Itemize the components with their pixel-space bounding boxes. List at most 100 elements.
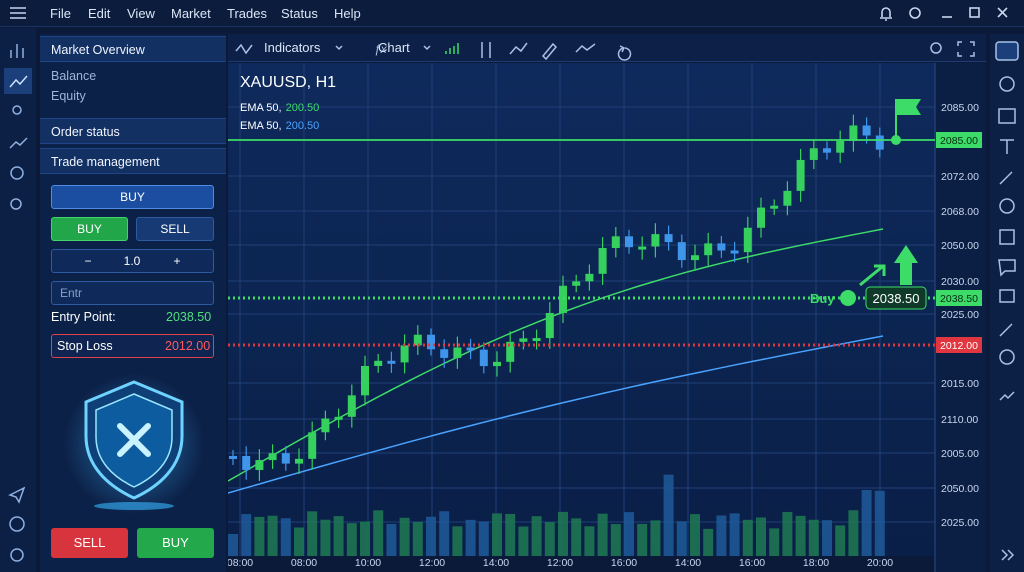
gear-icon[interactable] xyxy=(10,166,24,180)
volume-bar xyxy=(624,512,634,556)
candle-body xyxy=(532,338,541,342)
volume-bar xyxy=(756,517,766,556)
candle-body xyxy=(427,334,435,350)
increase-button[interactable]: + xyxy=(173,254,181,268)
chart-settings-icon[interactable] xyxy=(930,42,942,54)
candle-body xyxy=(361,365,369,396)
settings-icon[interactable] xyxy=(909,7,921,19)
bell-icon[interactable] xyxy=(880,7,892,21)
help-icon[interactable] xyxy=(9,516,25,532)
candle-body xyxy=(862,125,871,136)
list-icon[interactable] xyxy=(995,41,1019,61)
menu-item[interactable]: Trades xyxy=(227,6,267,21)
cancel-icon[interactable] xyxy=(999,198,1015,214)
rect-icon[interactable] xyxy=(999,229,1015,245)
candle-icon[interactable] xyxy=(481,42,491,58)
entry-tag xyxy=(936,290,982,306)
price-label: 2015.00 xyxy=(941,378,979,390)
price-label: 2085.00 xyxy=(941,102,979,114)
buy-toggle[interactable]: BUY xyxy=(51,217,128,241)
menu-item[interactable]: Status xyxy=(281,6,318,21)
undo-icon[interactable] xyxy=(617,45,632,61)
menu-item[interactable]: Market xyxy=(171,6,211,21)
entry-select[interactable]: Entr xyxy=(51,281,214,305)
user-icon[interactable] xyxy=(12,105,22,115)
fullscreen-icon[interactable] xyxy=(957,41,975,57)
time-label: 14:00 xyxy=(675,557,701,569)
buy-button[interactable]: BUY xyxy=(137,528,214,558)
volume-bar xyxy=(571,518,582,556)
sell-toggle[interactable]: SELL xyxy=(136,217,214,241)
indicators-menu[interactable]: Indicators xyxy=(264,40,321,55)
volume-bar xyxy=(373,510,384,556)
trade-management-header[interactable]: Trade management xyxy=(40,148,226,174)
volume-bar xyxy=(690,514,700,556)
settings-bottom-icon[interactable] xyxy=(10,548,24,562)
candle-body xyxy=(691,255,699,261)
candle-body xyxy=(823,148,831,153)
chart-icon[interactable] xyxy=(9,137,28,149)
send-icon[interactable] xyxy=(8,486,26,504)
candle-body xyxy=(809,148,818,160)
price-label: 2030.00 xyxy=(941,276,979,288)
trend-tool-icon[interactable] xyxy=(575,43,596,53)
price-label: 2025.00 xyxy=(941,517,979,529)
collapse-icon[interactable] xyxy=(1001,549,1015,561)
right-icon-bar xyxy=(990,34,1024,572)
indicators-icon[interactable] xyxy=(235,43,253,55)
image-icon[interactable] xyxy=(999,289,1015,303)
stop-loss-label: Stop Loss xyxy=(57,339,113,353)
volume-bar xyxy=(742,519,753,556)
candle-body xyxy=(440,349,449,358)
menu-item[interactable]: File xyxy=(50,6,71,21)
volume-bar xyxy=(531,516,542,556)
volume-bar xyxy=(782,511,793,556)
candle-body xyxy=(611,236,620,249)
text-icon[interactable] xyxy=(1000,139,1014,154)
comment-icon[interactable] xyxy=(998,259,1016,277)
candle-body xyxy=(255,460,264,470)
line-tool-icon[interactable] xyxy=(509,42,528,55)
volume-bar xyxy=(676,521,687,556)
menu-bar: File Edit View Market Trades Status Help xyxy=(0,0,1024,27)
market-overview-header[interactable]: Market Overview xyxy=(40,36,226,62)
volume-bar xyxy=(333,516,344,556)
search-icon[interactable] xyxy=(10,198,22,210)
chart-background xyxy=(228,63,935,556)
chart-icon[interactable] xyxy=(998,108,1016,124)
time-label: 16:00 xyxy=(611,557,637,569)
analysis-icon[interactable] xyxy=(999,391,1015,401)
clock-icon[interactable] xyxy=(999,76,1015,92)
bars-icon[interactable] xyxy=(10,44,24,58)
menu-item[interactable]: Edit xyxy=(88,6,111,21)
candle-body xyxy=(493,361,501,367)
volume-bar xyxy=(360,521,370,556)
order-status-header[interactable]: Order status xyxy=(40,118,226,144)
volume-bar xyxy=(835,525,846,556)
sell-button[interactable]: SELL xyxy=(51,528,128,558)
close-icon[interactable] xyxy=(997,7,1008,18)
price-label: 2050.00 xyxy=(941,483,979,495)
chart-menu[interactable]: Chart xyxy=(378,40,410,55)
maximize-icon[interactable] xyxy=(969,7,980,18)
hamburger-icon[interactable] xyxy=(10,7,26,19)
price-chart: XAUUSD, H1 EMA 50, 200.50 EMA 50, 200.50 2085… xyxy=(228,63,986,572)
stop-loss-box[interactable] xyxy=(51,334,214,358)
volume-icon[interactable] xyxy=(445,43,459,54)
candle-body xyxy=(651,234,660,247)
menu-item[interactable]: Help xyxy=(334,6,361,21)
brush-icon[interactable] xyxy=(999,323,1013,337)
line-icon[interactable] xyxy=(999,171,1013,185)
fx-icon: ƒx xyxy=(374,42,388,56)
trend-icon[interactable] xyxy=(9,75,28,88)
candle-body xyxy=(400,345,409,363)
pencil-icon[interactable] xyxy=(541,42,558,61)
buy-tab-button[interactable]: BUY xyxy=(51,185,214,209)
candle-body xyxy=(717,243,726,251)
candle-body xyxy=(229,456,237,459)
time-label: 16:00 xyxy=(739,557,765,569)
volume-bar xyxy=(505,513,516,556)
decrease-button[interactable]: − xyxy=(84,254,92,268)
menu-item[interactable]: View xyxy=(127,6,155,21)
info-icon[interactable] xyxy=(999,349,1015,365)
